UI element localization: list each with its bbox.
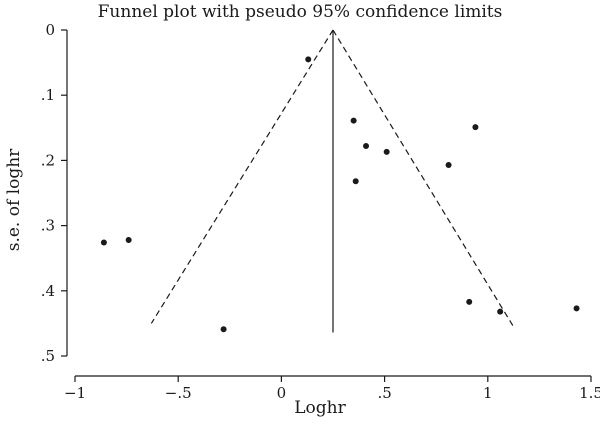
y-tick-label: .4 — [41, 282, 55, 300]
data-point — [466, 298, 473, 305]
y-tick-label: .3 — [41, 217, 55, 235]
upper-confidence-limit-line — [332, 29, 516, 329]
axes: 0 .1 .2 .3 .4 .5 −1 −.5 0 .5 1 1.5 — [41, 21, 600, 402]
x-tick-label: 1 — [483, 384, 493, 402]
data-point — [220, 326, 227, 333]
data-point — [472, 124, 479, 131]
y-tick-label: 0 — [45, 21, 55, 39]
data-point — [100, 239, 107, 246]
x-tick-label: .5 — [377, 384, 391, 402]
x-tick-label: 1.5 — [579, 384, 600, 402]
lower-confidence-limit-line — [150, 29, 334, 324]
x-tick-label: −1 — [64, 384, 86, 402]
y-tick-label: .5 — [41, 347, 55, 365]
data-point — [445, 161, 452, 168]
x-tick-label: 0 — [277, 384, 287, 402]
data-point — [125, 236, 132, 243]
y-tick-label: .2 — [41, 151, 55, 169]
data-point — [305, 56, 312, 63]
data-point — [573, 305, 580, 312]
data-points — [100, 56, 580, 333]
data-point — [383, 148, 390, 155]
data-point — [350, 117, 357, 124]
data-point — [363, 143, 370, 150]
chart-title: Funnel plot with pseudo 95% confidence l… — [97, 2, 503, 22]
x-tick-label: −.5 — [165, 384, 192, 402]
y-axis-label: s.e. of loghr — [4, 148, 24, 252]
funnel-lines — [150, 29, 516, 333]
data-point — [352, 178, 359, 185]
y-tick-label: .1 — [41, 86, 55, 104]
data-point — [497, 308, 504, 315]
x-axis-label: Loghr — [294, 398, 346, 418]
